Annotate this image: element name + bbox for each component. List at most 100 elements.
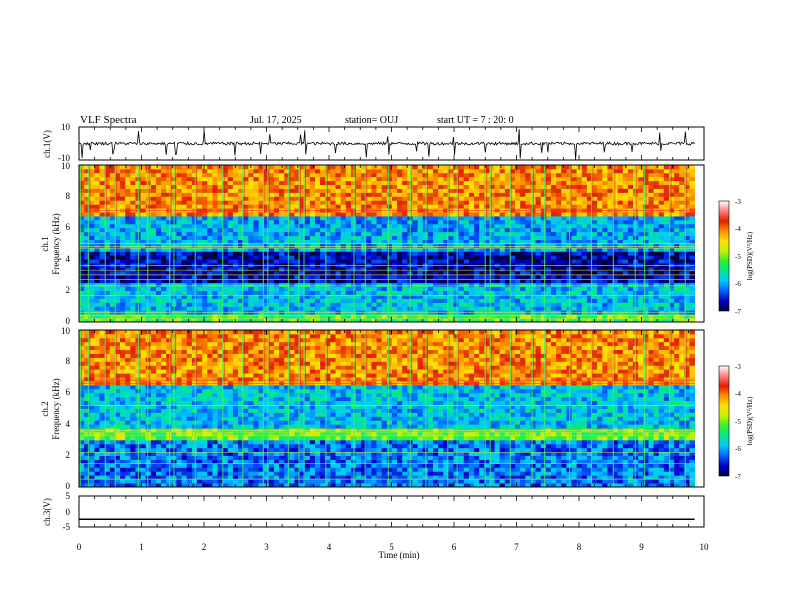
spectrogram-cell xyxy=(494,302,501,307)
spectrogram-cell xyxy=(104,216,111,221)
spectrogram-cell xyxy=(581,306,588,311)
spectrogram-cell xyxy=(653,278,660,284)
spectrogram-cell xyxy=(109,223,116,229)
spectrogram-cell xyxy=(330,267,336,272)
spectrogram-cell xyxy=(381,243,388,248)
spectrogram-cell xyxy=(597,306,603,311)
spectrogram-cell xyxy=(525,231,531,237)
spectrogram-cell xyxy=(104,290,111,295)
spectrogram-cell xyxy=(196,180,203,186)
spectrogram-cell xyxy=(284,172,290,178)
spectrogram-cell xyxy=(581,314,588,319)
spectrogram-cell xyxy=(597,294,603,299)
spectrogram-cell xyxy=(340,251,347,256)
spectrogram-cell xyxy=(535,188,542,193)
spectrogram-cell xyxy=(186,231,193,237)
spectrogram-cell xyxy=(145,196,152,201)
spectrogram-cell xyxy=(279,286,285,292)
spectrogram-cell xyxy=(397,184,403,189)
spectrogram-cell xyxy=(232,235,239,240)
spectrogram-cell xyxy=(515,227,521,233)
spectrogram-cell xyxy=(668,172,675,178)
spectrogram-cell xyxy=(474,270,480,276)
spectrogram-cell xyxy=(530,298,536,303)
spectrogram-cell xyxy=(294,306,300,311)
spectrogram-cell xyxy=(227,314,234,319)
spectrogram-cell xyxy=(84,318,90,323)
spectrogram-cell xyxy=(525,255,531,260)
spectrogram-cell xyxy=(294,227,300,233)
spectrogram-cell xyxy=(125,483,131,488)
spectrogram-cell xyxy=(289,282,295,288)
spectrogram-cell xyxy=(258,204,265,209)
spectrogram-cell xyxy=(509,188,516,193)
spectrogram-cell xyxy=(622,298,629,303)
spectrogram-cell xyxy=(191,212,198,217)
spectrogram-cell xyxy=(202,314,208,319)
spectrogram-cell xyxy=(125,227,131,233)
spectrogram-cell xyxy=(674,318,680,323)
spectrogram-cell xyxy=(130,270,136,276)
spectrogram-cell xyxy=(453,314,460,319)
spectrogram-cell xyxy=(161,294,167,299)
spectrogram-cell xyxy=(258,278,265,284)
spectrogram-cell xyxy=(504,318,511,323)
spectrogram-cell xyxy=(561,298,567,303)
spectrogram-cell xyxy=(586,270,593,276)
spectrogram-cell xyxy=(320,168,326,174)
spectrogram-cell xyxy=(140,267,147,272)
spectrogram-cell xyxy=(684,227,690,233)
spectrogram-cell xyxy=(463,290,470,295)
spectrogram-cell xyxy=(120,239,126,244)
spectrogram-cell xyxy=(402,270,408,276)
spectrogram-cell xyxy=(607,270,613,276)
spectrogram-cell xyxy=(130,255,136,260)
spectrogram-cell xyxy=(263,212,270,217)
spectrogram-cell xyxy=(268,180,275,186)
spectrogram-cell xyxy=(94,314,100,319)
spectrogram-cell xyxy=(196,235,203,240)
spectrogram-cell xyxy=(479,176,485,182)
spectrogram-cell xyxy=(674,235,680,240)
spectrogram-cell xyxy=(668,267,675,272)
spectrogram-cell xyxy=(268,231,275,237)
spectrogram-cell xyxy=(438,180,444,186)
spectrogram-cell xyxy=(161,223,167,229)
spectrogram-cell xyxy=(155,247,162,252)
spectrogram-cell xyxy=(150,255,157,260)
spectrogram-cell xyxy=(299,259,306,264)
spectrogram-cell xyxy=(612,200,619,205)
spectrogram-cell xyxy=(196,278,203,284)
spectrogram-cell xyxy=(273,204,280,209)
spectrogram-cell xyxy=(489,247,495,252)
spectrogram-cell xyxy=(402,196,408,201)
spectrogram-cell xyxy=(689,180,696,186)
spectrogram-cell xyxy=(474,483,480,488)
spectrogram-cell xyxy=(443,251,449,256)
spectrogram-cell xyxy=(581,231,588,237)
spectrogram-cell xyxy=(689,212,696,217)
spectrogram-cell xyxy=(227,165,234,170)
spectrogram-cell xyxy=(638,274,644,280)
spectrogram-cell xyxy=(581,184,588,189)
spectrogram-cell xyxy=(432,223,439,229)
spectrogram-cell xyxy=(668,318,675,323)
spectrogram-cell xyxy=(120,314,126,319)
spectrogram-cell xyxy=(689,267,696,272)
spectrogram-cell xyxy=(484,227,490,233)
spectrogram-cell xyxy=(345,259,352,264)
spectrogram-cell xyxy=(397,212,403,217)
spectrogram-cell xyxy=(602,255,608,260)
spectrogram-cell xyxy=(268,235,275,240)
spectrogram-cell xyxy=(304,196,311,201)
spectrogram-cell xyxy=(114,212,121,217)
spectrogram-cell xyxy=(340,314,347,319)
spectrogram-cell xyxy=(376,184,383,189)
spectrogram-cell xyxy=(597,267,603,272)
spectrogram-cell xyxy=(448,165,454,170)
spectrogram-cell xyxy=(320,306,326,311)
spectrogram-cell xyxy=(366,235,372,240)
spectrogram-cell xyxy=(253,216,259,221)
spectrogram-cell xyxy=(253,270,259,276)
spectrogram-cell xyxy=(340,278,347,284)
